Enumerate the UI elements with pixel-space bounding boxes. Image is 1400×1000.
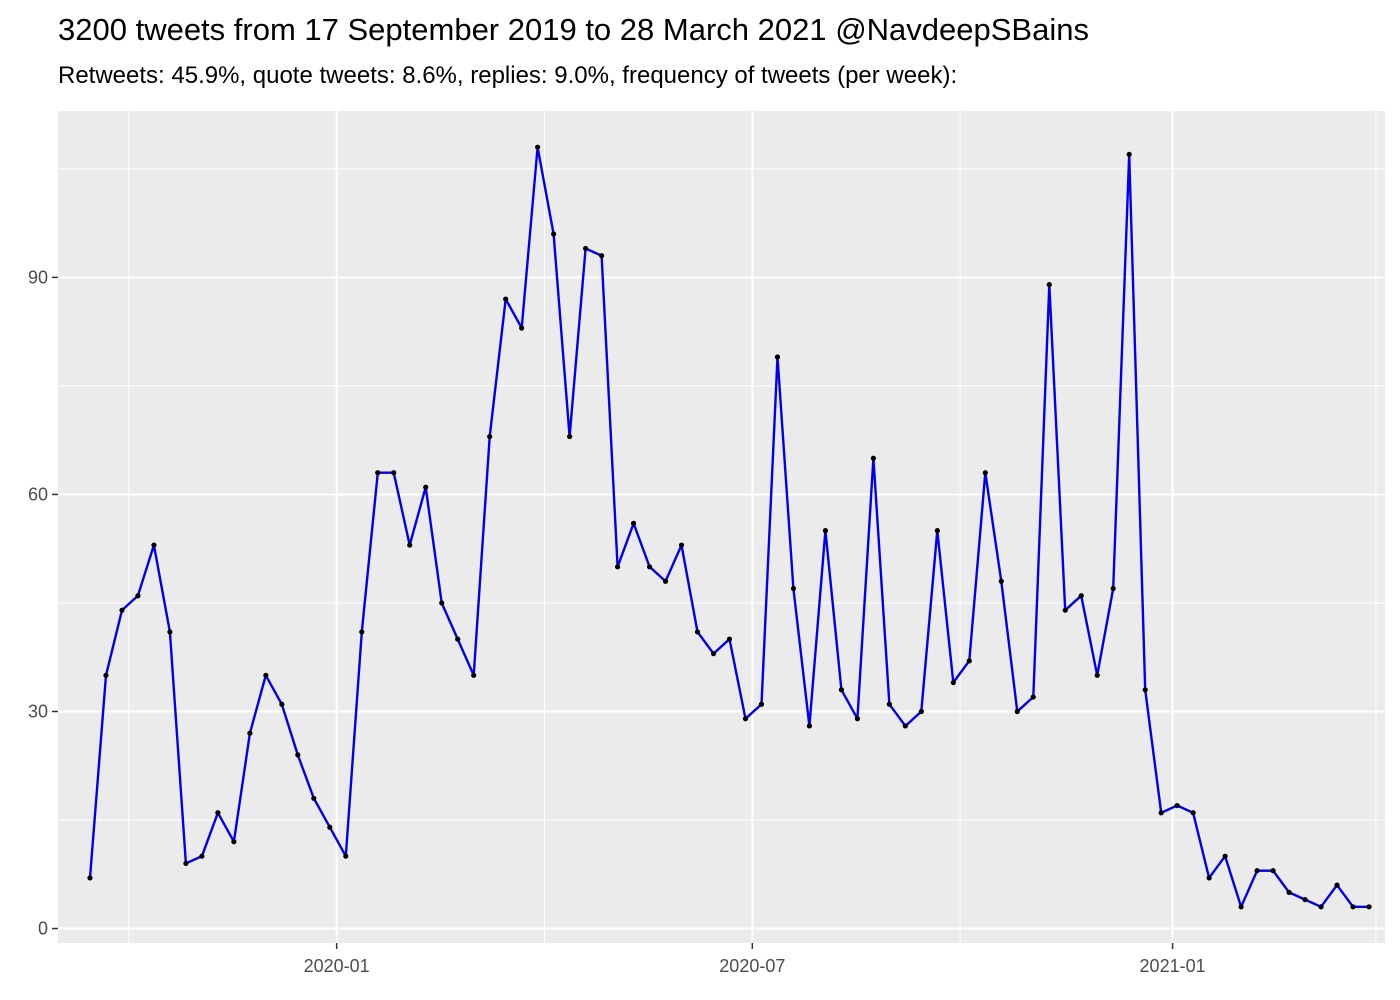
data-point bbox=[231, 839, 237, 845]
data-point bbox=[966, 658, 972, 664]
data-point bbox=[982, 470, 988, 476]
y-tick-label: 0 bbox=[38, 919, 48, 939]
data-point bbox=[726, 636, 733, 642]
data-point bbox=[614, 564, 621, 570]
data-point bbox=[838, 687, 845, 693]
data-point bbox=[774, 354, 781, 360]
data-point bbox=[710, 651, 717, 657]
data-point bbox=[598, 253, 605, 259]
data-point bbox=[1238, 904, 1244, 910]
data-point bbox=[662, 578, 669, 584]
data-point bbox=[471, 672, 477, 678]
data-point bbox=[439, 600, 445, 606]
data-point bbox=[391, 470, 397, 476]
data-point bbox=[1046, 282, 1052, 288]
data-point bbox=[407, 542, 413, 548]
data-point bbox=[135, 593, 141, 599]
data-point bbox=[247, 730, 253, 736]
data-point bbox=[199, 853, 205, 859]
data-point bbox=[87, 875, 93, 881]
data-point bbox=[327, 824, 333, 830]
minor-gridlines bbox=[58, 111, 1385, 943]
data-point bbox=[375, 470, 381, 476]
y-tick-label: 60 bbox=[28, 484, 48, 504]
chart-title: 3200 tweets from 17 September 2019 to 28… bbox=[58, 12, 1089, 47]
data-point bbox=[630, 520, 637, 526]
data-point bbox=[167, 629, 173, 635]
data-point bbox=[1158, 810, 1164, 816]
data-point bbox=[583, 245, 589, 252]
data-point bbox=[1062, 607, 1068, 613]
data-point bbox=[1206, 875, 1212, 881]
data-point bbox=[359, 629, 365, 635]
x-tick-label: 2020-07 bbox=[719, 956, 785, 976]
data-point bbox=[998, 578, 1004, 584]
data-point bbox=[742, 716, 749, 722]
data-point bbox=[1302, 896, 1308, 903]
data-point bbox=[551, 231, 557, 237]
x-tick-label: 2021-01 bbox=[1140, 956, 1206, 976]
data-point bbox=[103, 672, 109, 678]
data-point bbox=[886, 701, 892, 707]
x-tick-label: 2020-01 bbox=[304, 956, 370, 976]
data-point bbox=[1126, 151, 1132, 158]
major-gridlines bbox=[58, 111, 1385, 943]
data-point bbox=[870, 455, 876, 461]
data-point bbox=[790, 585, 797, 592]
data-point bbox=[1286, 889, 1292, 895]
data-point bbox=[822, 528, 829, 534]
data-point bbox=[263, 672, 269, 678]
y-tick-label: 90 bbox=[28, 267, 48, 287]
data-point bbox=[119, 607, 125, 613]
y-tick-label: 30 bbox=[28, 701, 48, 721]
data-point bbox=[1366, 904, 1372, 910]
data-point bbox=[519, 325, 525, 331]
data-point bbox=[1350, 904, 1356, 910]
data-point bbox=[1014, 708, 1020, 715]
data-point bbox=[918, 708, 924, 715]
data-point bbox=[183, 860, 189, 867]
data-point bbox=[279, 701, 285, 707]
data-point bbox=[902, 723, 908, 729]
data-point bbox=[646, 564, 653, 570]
data-point bbox=[1078, 593, 1084, 599]
axes: 0 30 60 90 2020-01 2020-07 2021-01 bbox=[28, 267, 1206, 976]
plot-panel bbox=[58, 111, 1385, 943]
data-point bbox=[567, 433, 573, 440]
data-point bbox=[1110, 585, 1116, 592]
data-point bbox=[758, 701, 765, 707]
data-point bbox=[854, 716, 860, 722]
data-point bbox=[950, 679, 956, 686]
data-point bbox=[1334, 882, 1340, 888]
data-point bbox=[934, 528, 940, 534]
data-point bbox=[1030, 694, 1036, 700]
data-point bbox=[1318, 904, 1324, 910]
data-point bbox=[694, 629, 701, 635]
data-point bbox=[343, 853, 349, 859]
data-point bbox=[455, 636, 461, 642]
data-point bbox=[503, 296, 509, 302]
data-point bbox=[1190, 810, 1196, 816]
data-point bbox=[423, 484, 429, 490]
data-point bbox=[311, 795, 317, 801]
data-point bbox=[1254, 868, 1260, 874]
series-layer bbox=[87, 144, 1372, 910]
data-point bbox=[1094, 672, 1100, 678]
data-point bbox=[806, 723, 813, 729]
data-point bbox=[295, 752, 301, 758]
chart-subtitle: Retweets: 45.9%, quote tweets: 8.6%, rep… bbox=[58, 62, 958, 89]
data-point bbox=[1174, 802, 1180, 809]
data-point bbox=[487, 433, 493, 440]
data-point bbox=[678, 542, 685, 548]
data-point bbox=[215, 810, 221, 816]
data-point bbox=[1222, 853, 1228, 859]
data-point bbox=[1270, 868, 1276, 874]
data-point bbox=[535, 144, 541, 150]
data-point bbox=[1142, 687, 1148, 693]
data-point bbox=[151, 542, 157, 548]
